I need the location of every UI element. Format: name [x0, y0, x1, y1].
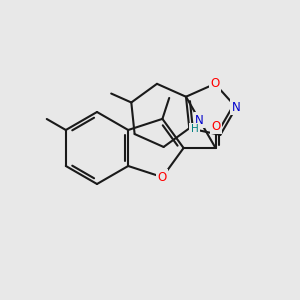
- Text: N: N: [232, 101, 241, 114]
- Text: O: O: [210, 77, 220, 90]
- Text: H: H: [191, 124, 199, 134]
- Text: N: N: [195, 114, 204, 127]
- Text: O: O: [158, 171, 167, 184]
- Text: O: O: [211, 119, 220, 133]
